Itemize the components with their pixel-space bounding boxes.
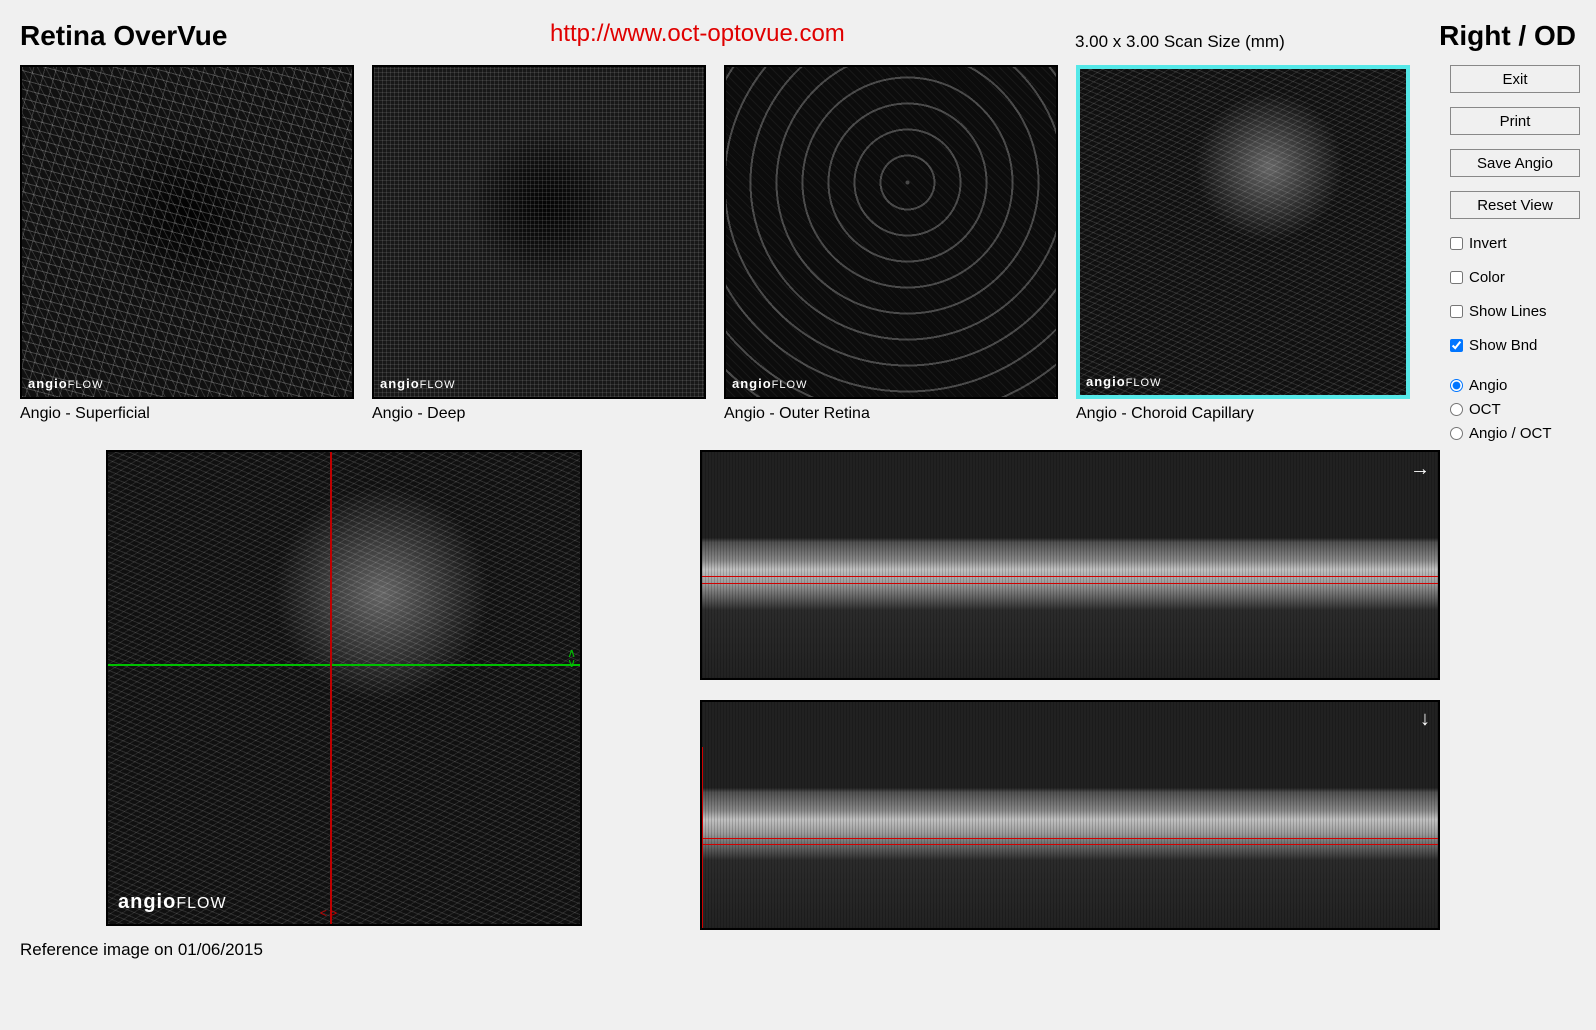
bscan-texture [702, 702, 1438, 928]
show-lines-checkbox[interactable] [1450, 305, 1463, 318]
header: Retina OverVue http://www.oct-optovue.co… [0, 0, 1596, 55]
invert-checkbox[interactable] [1450, 237, 1463, 250]
scan-size-label: 3.00 x 3.00 Scan Size (mm) [1075, 32, 1285, 52]
scan-texture [1080, 69, 1406, 395]
angio-oct-radio-label: Angio / OCT [1469, 425, 1552, 442]
reference-caption: Reference image on 01/06/2015 [20, 940, 263, 960]
thumb-outer-container: angioFLOW Angio - Outer Retina [724, 65, 1058, 423]
thumb-deep[interactable]: angioFLOW [372, 65, 706, 399]
thumb-choroid-capillary[interactable]: angioFLOW [1076, 65, 1410, 399]
thumb-label: Angio - Choroid Capillary [1076, 405, 1410, 423]
color-label: Color [1469, 269, 1505, 286]
boundary-line [702, 838, 1438, 839]
angio-radio-label: Angio [1469, 377, 1507, 394]
bscan-horizontal[interactable]: → [700, 450, 1440, 680]
view-mode-radio-group: Angio OCT Angio / OCT [1450, 375, 1580, 443]
boundary-line [702, 844, 1438, 845]
show-lines-label: Show Lines [1469, 303, 1547, 320]
angioflow-watermark: angioFLOW [118, 891, 227, 914]
scan-texture [726, 67, 1056, 397]
scan-texture [108, 452, 580, 924]
angioflow-watermark: angioFLOW [28, 376, 103, 391]
oct-radio-row[interactable]: OCT [1450, 399, 1580, 419]
thumbnail-row: angioFLOW Angio - Superficial angioFLOW … [20, 65, 1410, 423]
color-checkbox-row[interactable]: Color [1450, 267, 1580, 287]
scan-texture [22, 67, 352, 397]
thumb-label: Angio - Deep [372, 405, 706, 423]
boundary-line [702, 576, 1438, 577]
oct-radio[interactable] [1450, 403, 1463, 416]
oct-radio-label: OCT [1469, 401, 1501, 418]
show-lines-checkbox-row[interactable]: Show Lines [1450, 301, 1580, 321]
angio-radio[interactable] [1450, 379, 1463, 392]
show-bnd-checkbox[interactable] [1450, 339, 1463, 352]
invert-checkbox-row[interactable]: Invert [1450, 233, 1580, 253]
arrow-down-icon: ↓ [1420, 708, 1430, 731]
print-button[interactable]: Print [1450, 107, 1580, 135]
bscan-vertical[interactable]: ↓ [700, 700, 1440, 930]
boundary-line [702, 583, 1438, 584]
thumb-choroid-container: angioFLOW Angio - Choroid Capillary [1076, 65, 1410, 423]
angio-oct-radio[interactable] [1450, 427, 1463, 440]
eye-indicator: Right / OD [1439, 20, 1576, 52]
bscan-texture [702, 452, 1438, 678]
angio-radio-row[interactable]: Angio [1450, 375, 1580, 395]
angioflow-watermark: angioFLOW [732, 376, 807, 391]
show-bnd-label: Show Bnd [1469, 337, 1537, 354]
reset-view-button[interactable]: Reset View [1450, 191, 1580, 219]
angio-oct-radio-row[interactable]: Angio / OCT [1450, 423, 1580, 443]
reference-image[interactable]: ∧∨ < > angioFLOW [106, 450, 582, 926]
show-bnd-checkbox-row[interactable]: Show Bnd [1450, 335, 1580, 355]
exit-button[interactable]: Exit [1450, 65, 1580, 93]
thumb-deep-container: angioFLOW Angio - Deep [372, 65, 706, 423]
angioflow-watermark: angioFLOW [380, 376, 455, 391]
crosshair-horizontal[interactable] [108, 664, 580, 666]
crosshair-h-arrows-icon: ∧∨ [567, 648, 576, 668]
scan-texture [374, 67, 704, 397]
source-url: http://www.oct-optovue.com [550, 20, 845, 48]
color-checkbox[interactable] [1450, 271, 1463, 284]
thumb-superficial-container: angioFLOW Angio - Superficial [20, 65, 354, 423]
arrow-right-icon: → [1410, 458, 1430, 481]
app-title: Retina OverVue [20, 20, 227, 52]
thumb-label: Angio - Outer Retina [724, 405, 1058, 423]
crosshair-v-arrows-icon: < > [320, 906, 337, 920]
invert-label: Invert [1469, 235, 1507, 252]
side-panel: Exit Print Save Angio Reset View Invert … [1450, 65, 1580, 443]
angioflow-watermark: angioFLOW [1086, 374, 1161, 389]
save-angio-button[interactable]: Save Angio [1450, 149, 1580, 177]
thumb-superficial[interactable]: angioFLOW [20, 65, 354, 399]
crosshair-vertical[interactable] [330, 452, 332, 924]
thumb-outer-retina[interactable]: angioFLOW [724, 65, 1058, 399]
thumb-label: Angio - Superficial [20, 405, 354, 423]
